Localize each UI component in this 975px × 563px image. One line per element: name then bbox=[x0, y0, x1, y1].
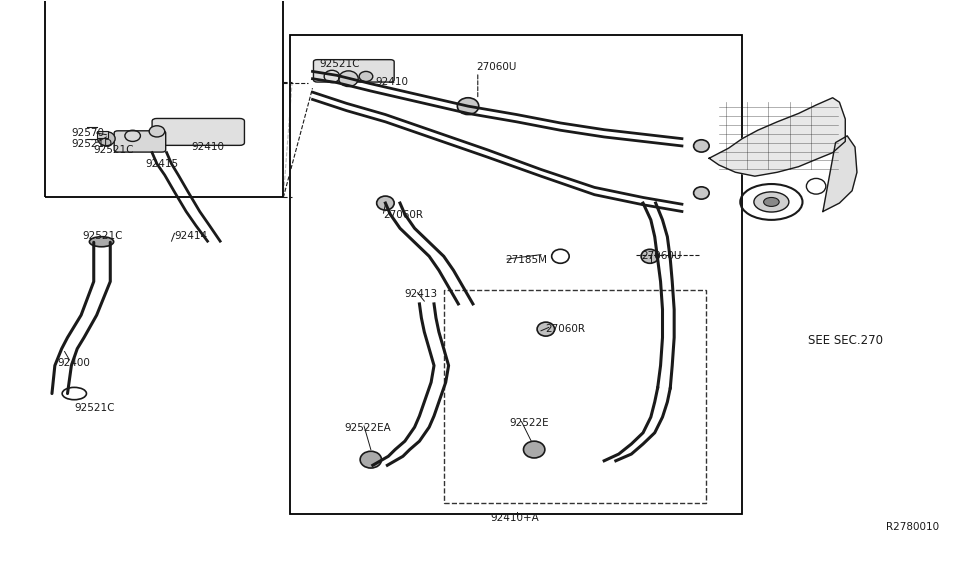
Text: 92414: 92414 bbox=[175, 231, 208, 240]
Text: 27060U: 27060U bbox=[642, 251, 682, 261]
Bar bbox=[444, 290, 706, 503]
Ellipse shape bbox=[457, 98, 479, 114]
Text: 92522EA: 92522EA bbox=[344, 423, 391, 434]
Ellipse shape bbox=[693, 187, 709, 199]
Text: 92521C: 92521C bbox=[74, 403, 115, 413]
Text: 92410: 92410 bbox=[375, 77, 409, 87]
Circle shape bbox=[763, 198, 779, 207]
FancyBboxPatch shape bbox=[314, 60, 394, 82]
Polygon shape bbox=[823, 136, 857, 212]
Text: 92410+A: 92410+A bbox=[490, 513, 539, 523]
Circle shape bbox=[754, 192, 789, 212]
Ellipse shape bbox=[537, 322, 555, 336]
Ellipse shape bbox=[642, 249, 658, 263]
Text: 27060R: 27060R bbox=[545, 324, 585, 334]
Text: 92521D: 92521D bbox=[71, 139, 112, 149]
Text: 92415: 92415 bbox=[145, 159, 178, 169]
Ellipse shape bbox=[149, 126, 165, 137]
Text: 92521C: 92521C bbox=[319, 59, 360, 69]
Text: 92413: 92413 bbox=[405, 289, 438, 299]
Bar bbox=[291, 35, 742, 514]
Text: 92522E: 92522E bbox=[510, 418, 550, 428]
FancyBboxPatch shape bbox=[114, 131, 166, 152]
Text: 92400: 92400 bbox=[58, 358, 91, 368]
Text: SEE SEC.270: SEE SEC.270 bbox=[808, 334, 883, 347]
Text: 92521C: 92521C bbox=[82, 231, 123, 240]
Ellipse shape bbox=[98, 132, 115, 146]
Ellipse shape bbox=[338, 71, 358, 87]
Text: 92570: 92570 bbox=[71, 128, 104, 138]
Text: R2780010: R2780010 bbox=[886, 522, 939, 532]
Ellipse shape bbox=[90, 236, 114, 247]
Polygon shape bbox=[709, 98, 845, 176]
Text: 27060R: 27060R bbox=[383, 211, 423, 220]
Bar bbox=[45, 0, 284, 198]
Text: 27185M: 27185M bbox=[505, 255, 547, 265]
Ellipse shape bbox=[376, 196, 394, 210]
FancyBboxPatch shape bbox=[152, 118, 245, 145]
Ellipse shape bbox=[693, 140, 709, 152]
Text: 92410: 92410 bbox=[191, 142, 224, 152]
Ellipse shape bbox=[360, 452, 381, 468]
Ellipse shape bbox=[524, 441, 545, 458]
Ellipse shape bbox=[359, 72, 372, 82]
Bar bbox=[97, 131, 108, 138]
Text: 92521C: 92521C bbox=[94, 145, 135, 155]
Text: 27060U: 27060U bbox=[476, 62, 516, 72]
